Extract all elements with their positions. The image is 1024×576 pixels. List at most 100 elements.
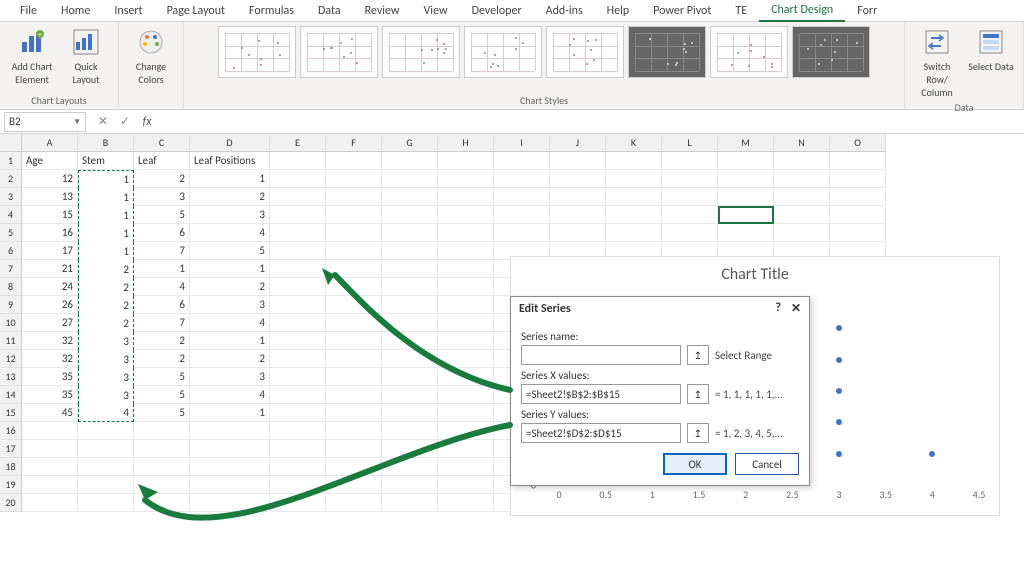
cell[interactable]	[494, 224, 550, 242]
cell[interactable]	[662, 170, 718, 188]
cell[interactable]: 1	[78, 206, 134, 224]
cell[interactable]	[190, 476, 270, 494]
row-header[interactable]: 18	[0, 458, 22, 476]
cell[interactable]	[438, 206, 494, 224]
cell[interactable]	[134, 494, 190, 512]
cell[interactable]	[718, 206, 774, 224]
row-header[interactable]: 14	[0, 386, 22, 404]
cell[interactable]: 3	[78, 386, 134, 404]
cell[interactable]	[494, 188, 550, 206]
row-header[interactable]: 11	[0, 332, 22, 350]
column-header[interactable]: D	[190, 134, 270, 152]
cell[interactable]: Age	[22, 152, 78, 170]
cell[interactable]: 13	[22, 188, 78, 206]
cell[interactable]: 1	[190, 260, 270, 278]
cell[interactable]	[22, 476, 78, 494]
chart-style-thumb-2[interactable]	[382, 26, 460, 78]
cell[interactable]: 27	[22, 314, 78, 332]
row-header[interactable]: 20	[0, 494, 22, 512]
column-header[interactable]: H	[438, 134, 494, 152]
quick-layout-button[interactable]: Quick Layout	[62, 26, 110, 86]
cell[interactable]: 5	[190, 242, 270, 260]
cell[interactable]: 4	[190, 314, 270, 332]
cell[interactable]	[662, 152, 718, 170]
cell[interactable]	[438, 386, 494, 404]
row-header[interactable]: 19	[0, 476, 22, 494]
cell[interactable]	[326, 278, 382, 296]
cell[interactable]	[270, 386, 326, 404]
cell[interactable]: 4	[190, 386, 270, 404]
cell[interactable]: 24	[22, 278, 78, 296]
cell[interactable]: 2	[190, 350, 270, 368]
cell[interactable]	[382, 314, 438, 332]
cell[interactable]	[326, 332, 382, 350]
cell[interactable]	[550, 152, 606, 170]
column-header[interactable]: O	[830, 134, 886, 152]
cell[interactable]	[606, 206, 662, 224]
cell[interactable]: 32	[22, 350, 78, 368]
row-header[interactable]: 5	[0, 224, 22, 242]
cell[interactable]	[662, 188, 718, 206]
cell[interactable]	[326, 242, 382, 260]
cancel-button[interactable]: Cancel	[735, 453, 799, 475]
ribbon-tab-insert[interactable]: Insert	[102, 1, 154, 21]
cell[interactable]	[190, 458, 270, 476]
ribbon-tab-developer[interactable]: Developer	[460, 1, 534, 21]
cell[interactable]	[134, 458, 190, 476]
cell[interactable]: Leaf	[134, 152, 190, 170]
ribbon-tab-page-layout[interactable]: Page Layout	[155, 1, 237, 21]
cell[interactable]	[606, 188, 662, 206]
cell[interactable]	[438, 422, 494, 440]
cell[interactable]	[494, 206, 550, 224]
cell[interactable]	[438, 368, 494, 386]
cell[interactable]	[382, 422, 438, 440]
cell[interactable]	[774, 170, 830, 188]
cell[interactable]: 4	[190, 224, 270, 242]
help-icon[interactable]: ?	[775, 301, 781, 316]
cell[interactable]: 1	[78, 188, 134, 206]
cell[interactable]	[22, 440, 78, 458]
row-header[interactable]: 10	[0, 314, 22, 332]
ribbon-tab-formulas[interactable]: Formulas	[237, 1, 306, 21]
cell[interactable]	[662, 224, 718, 242]
cell[interactable]	[438, 152, 494, 170]
cell[interactable]: 2	[78, 314, 134, 332]
cell[interactable]	[550, 206, 606, 224]
cell[interactable]	[718, 152, 774, 170]
cell[interactable]	[774, 152, 830, 170]
series-y-input[interactable]: =Sheet2!$D$2:$D$15	[521, 423, 681, 443]
cell[interactable]: 3	[190, 368, 270, 386]
cell[interactable]	[326, 386, 382, 404]
cell[interactable]	[270, 422, 326, 440]
cell[interactable]: 3	[190, 206, 270, 224]
chart-style-thumb-3[interactable]	[464, 26, 542, 78]
cell[interactable]	[382, 296, 438, 314]
cell[interactable]	[438, 476, 494, 494]
ribbon-tab-file[interactable]: File	[8, 1, 49, 21]
column-header[interactable]: N	[774, 134, 830, 152]
cell[interactable]	[326, 296, 382, 314]
row-header[interactable]: 16	[0, 422, 22, 440]
cancel-formula-button[interactable]: ✕	[94, 113, 112, 131]
cell[interactable]	[270, 242, 326, 260]
cell[interactable]	[22, 422, 78, 440]
cell[interactable]	[326, 422, 382, 440]
cell[interactable]	[270, 260, 326, 278]
cell[interactable]: 1	[78, 170, 134, 188]
cell[interactable]	[270, 350, 326, 368]
cell[interactable]	[326, 350, 382, 368]
cell[interactable]	[830, 224, 886, 242]
cell[interactable]	[326, 152, 382, 170]
cell[interactable]	[438, 440, 494, 458]
switch-row-column-button[interactable]: Switch Row/ Column	[913, 26, 961, 99]
row-header[interactable]: 13	[0, 368, 22, 386]
cell[interactable]	[438, 170, 494, 188]
cell[interactable]: 3	[134, 188, 190, 206]
cell[interactable]: 2	[78, 260, 134, 278]
cell[interactable]	[190, 440, 270, 458]
column-header[interactable]: L	[662, 134, 718, 152]
cell[interactable]	[606, 170, 662, 188]
cell[interactable]	[550, 188, 606, 206]
ribbon-tab-review[interactable]: Review	[353, 1, 412, 21]
cell[interactable]	[774, 206, 830, 224]
